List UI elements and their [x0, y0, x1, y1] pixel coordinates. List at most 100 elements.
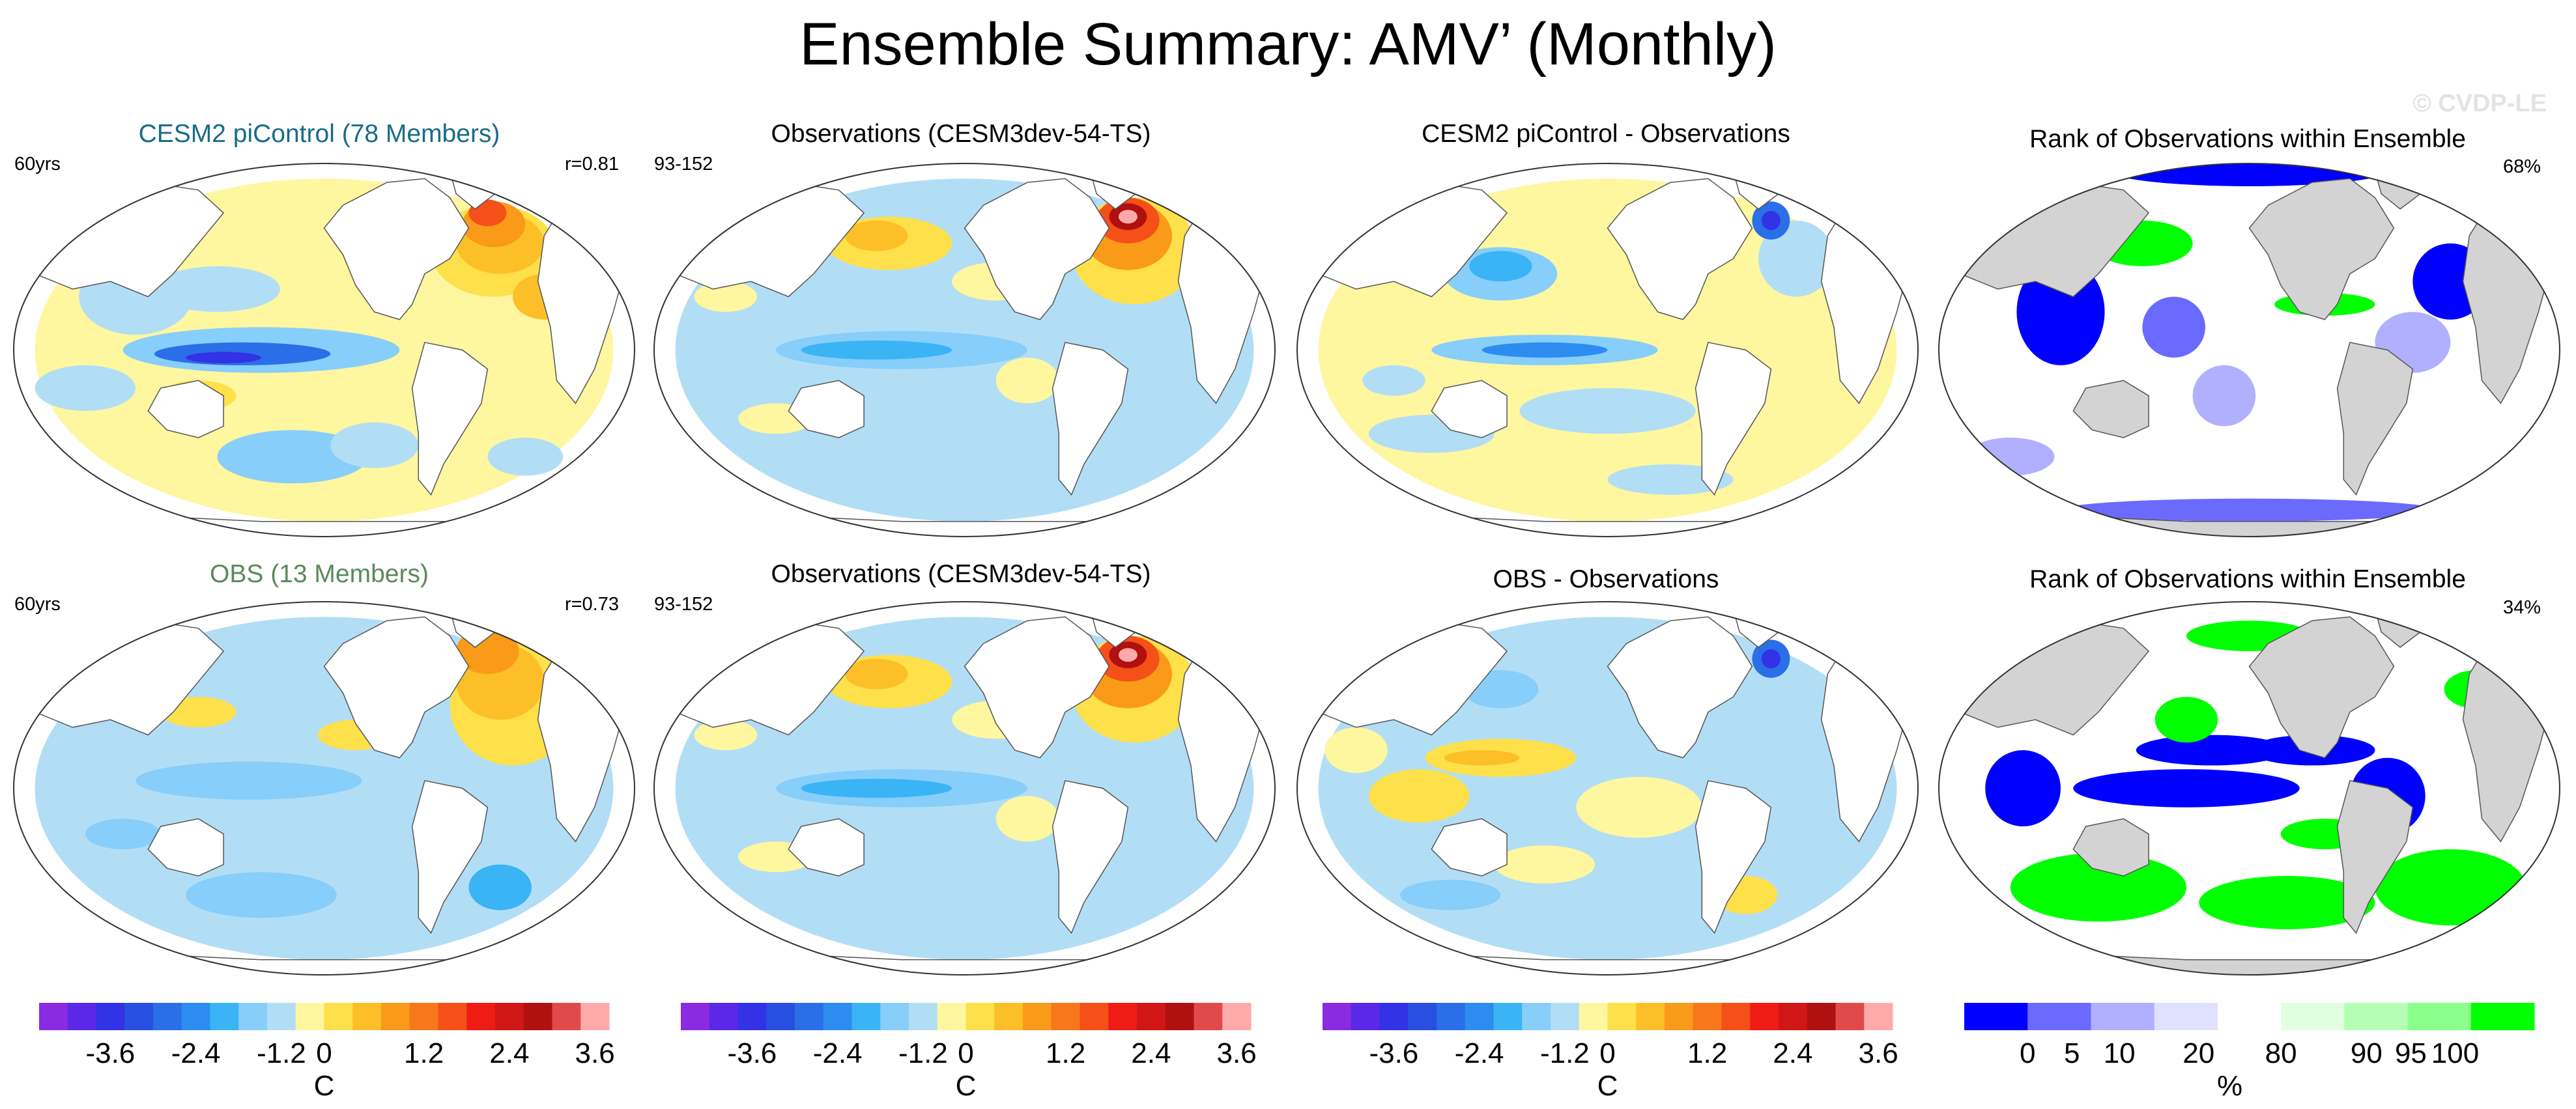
- colorbar-swatch: [1579, 1003, 1608, 1030]
- colorbar-swatch: [1408, 1003, 1437, 1030]
- landmass: [1431, 818, 1508, 877]
- field-contour: [2061, 498, 2438, 522]
- colorbar-swatch: [1693, 1003, 1722, 1030]
- colorbar-swatch: [552, 1003, 581, 1030]
- map-outline: [1296, 601, 1919, 976]
- map-field: [1305, 604, 1910, 975]
- field-contour: [801, 778, 952, 798]
- landmass: [323, 178, 470, 320]
- colorbar-swatch: [238, 1003, 268, 1030]
- colorbar-swatch: [438, 1003, 467, 1030]
- colorbar-swatch: [1137, 1003, 1166, 1030]
- colorbar-swatch: [1493, 1003, 1523, 1030]
- colorbar-tick-label: -2.4: [171, 1037, 221, 1069]
- landmass: [2336, 779, 2414, 934]
- colorbar-swatch: [1194, 1003, 1223, 1030]
- colorbar-swatch: [495, 1003, 524, 1030]
- panel-right-label: 34%: [2502, 597, 2541, 618]
- colorbar-swatch: [466, 1003, 496, 1030]
- map-field: [662, 604, 1267, 975]
- landmass: [147, 818, 224, 877]
- panel-right-label: r=0.73: [564, 594, 619, 615]
- colorbar-tick-label: 0: [316, 1037, 332, 1069]
- field-contour: [2192, 365, 2256, 427]
- colorbar-swatch: [210, 1003, 239, 1030]
- field-contour: [1761, 649, 1781, 669]
- landmass: [323, 616, 470, 759]
- colorbar: -3.6 -2.4 -1.2 0 1.2 2.4 3.6 C: [1323, 1003, 1898, 1102]
- colorbar-tick-label: 90: [2351, 1037, 2383, 1069]
- panel-title: Rank of Observations within Ensemble: [2029, 565, 2466, 593]
- colorbar-tick-label: -2.4: [1455, 1037, 1504, 1069]
- landmass: [1052, 779, 1129, 934]
- colorbar-swatch: [823, 1003, 852, 1030]
- panel-right-label: r=0.81: [564, 154, 619, 175]
- map-panel: [1938, 163, 2560, 537]
- colorbar-tick-label: -1.2: [257, 1037, 306, 1069]
- map-panel: [1296, 163, 1919, 537]
- panel-left-label: 93-152: [654, 154, 713, 175]
- colorbar-swatch: [381, 1003, 410, 1030]
- colorbar-swatch: [1721, 1003, 1751, 1030]
- colorbar-swatch: [96, 1003, 125, 1030]
- colorbar-tick-label: 95: [2395, 1037, 2427, 1069]
- map-panel: [13, 163, 635, 537]
- map-outline: [1938, 163, 2560, 537]
- map-field: [21, 166, 627, 537]
- page-title: Ensemble Summary: AMV’ (Monthly): [799, 11, 1777, 77]
- colorbar-swatch: [2470, 1003, 2535, 1030]
- colorbar-unit: C: [1597, 1070, 1618, 1102]
- map-panel: [1296, 601, 1919, 976]
- colorbar-tick-label: 0: [958, 1037, 973, 1069]
- colorbar-swatch: [966, 1003, 995, 1030]
- colorbar-tick-label: -3.6: [727, 1037, 777, 1069]
- field-contour: [2073, 769, 2300, 807]
- colorbar-swatch: [352, 1003, 382, 1030]
- field-contour: [694, 720, 758, 750]
- field-contour: [995, 358, 1059, 404]
- landmass: [964, 178, 1110, 320]
- landmass: [411, 779, 489, 934]
- colorbar-swatch: [709, 1003, 738, 1030]
- panel-title: CESM2 piControl (78 Members): [138, 120, 500, 148]
- field-contour: [1494, 845, 1596, 884]
- colorbar-swatch: [737, 1003, 767, 1030]
- colorbar-tick-label: 3.6: [575, 1037, 615, 1069]
- field-contour: [1481, 342, 1608, 358]
- landmass: [788, 380, 865, 438]
- field-contour: [2475, 190, 2526, 221]
- colorbar-swatch: [580, 1003, 610, 1030]
- landmass: [411, 341, 489, 496]
- landmass: [1607, 178, 1753, 320]
- field-contour: [85, 819, 161, 850]
- field-contour: [1519, 388, 1696, 434]
- colorbar-swatch: [2091, 1003, 2155, 1030]
- field-contour: [845, 220, 908, 251]
- landmass: [1052, 341, 1129, 496]
- colorbar-swatch: [1323, 1003, 1352, 1030]
- colorbar-swatch: [39, 1003, 68, 1030]
- landmass: [2072, 818, 2149, 877]
- colorbar-tick-label: 0: [2020, 1037, 2035, 1069]
- colorbar-swatch: [67, 1003, 96, 1030]
- field-contour: [35, 365, 136, 412]
- colorbar-swatch: [523, 1003, 552, 1030]
- field-contour: [468, 864, 532, 910]
- colorbar-swatch: [909, 1003, 938, 1030]
- colorbar-swatch: [1351, 1003, 1380, 1030]
- colorbar-swatch: [1023, 1003, 1052, 1030]
- field-contour: [186, 352, 261, 363]
- watermark: © CVDP-LE: [2412, 90, 2547, 117]
- colorbar-swatch: [1437, 1003, 1466, 1030]
- field-contour: [2111, 163, 2388, 186]
- colorbar-swatch: [1665, 1003, 1694, 1030]
- landmass: [1695, 779, 1772, 934]
- landmass: [2072, 380, 2149, 438]
- colorbar-swatch: [1051, 1003, 1080, 1030]
- panel-title: Observations (CESM3dev-54-TS): [771, 560, 1151, 588]
- colorbar: 0 5 10 20 80 90 95 100%: [1964, 1003, 2535, 1102]
- field-contour: [2199, 876, 2375, 929]
- colorbar-tick-label: -3.6: [85, 1037, 135, 1069]
- field-contour: [1985, 750, 2061, 826]
- field-contour: [217, 430, 369, 484]
